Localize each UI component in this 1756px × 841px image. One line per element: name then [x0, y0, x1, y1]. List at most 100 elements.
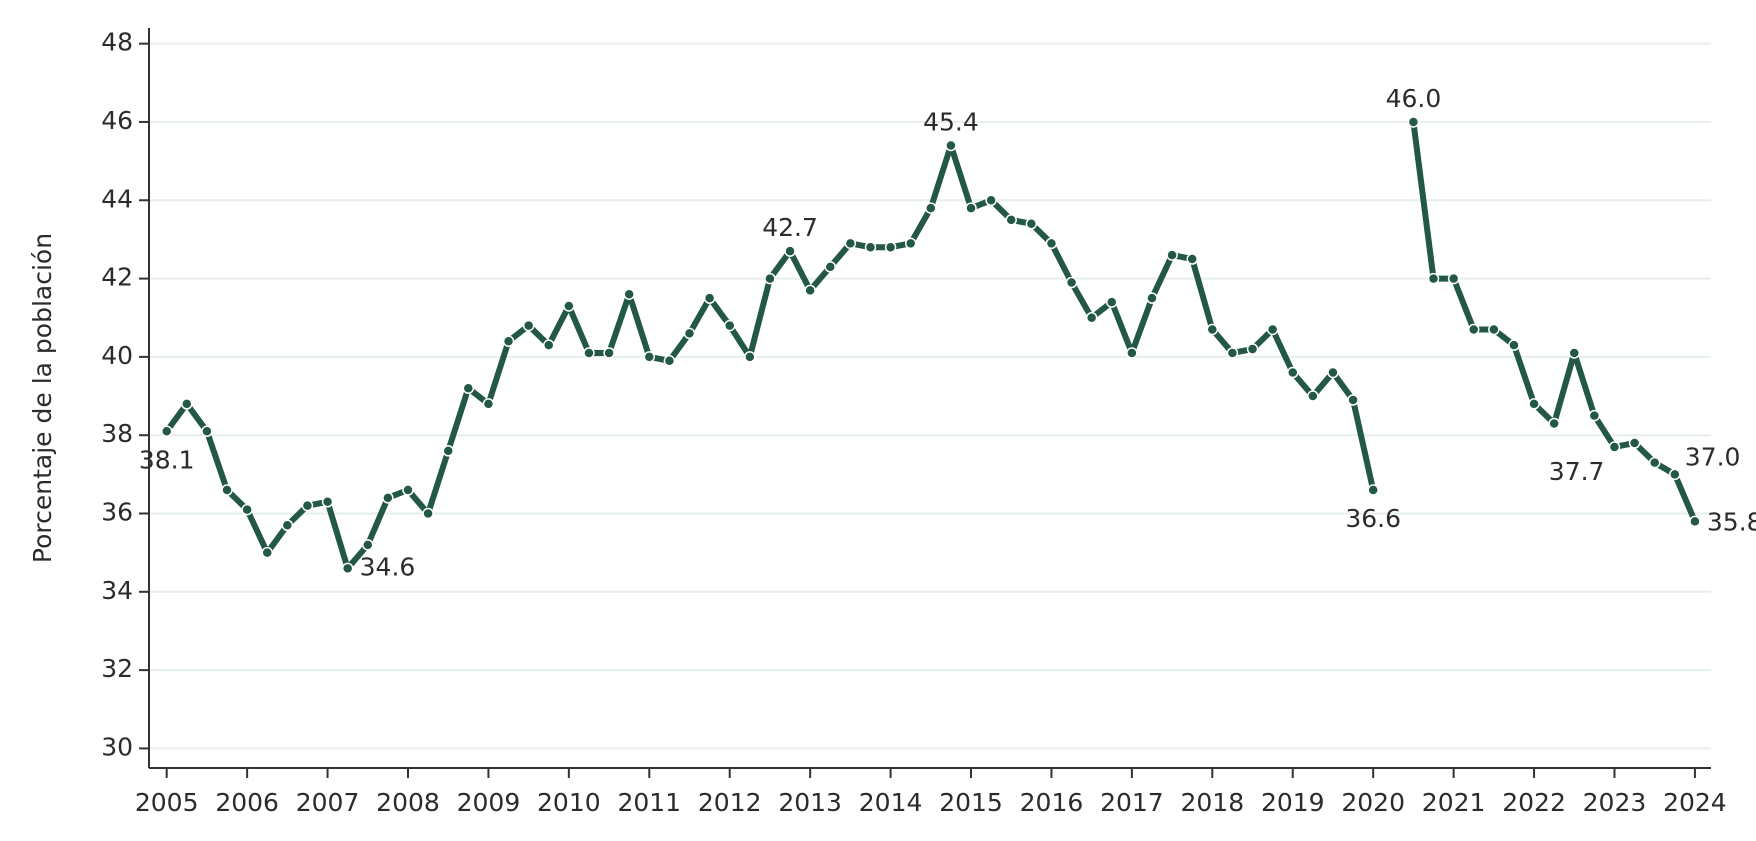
- data-point: [1347, 394, 1359, 406]
- data-point: [1045, 237, 1058, 250]
- data-point: [281, 519, 294, 531]
- data-point: [1186, 253, 1198, 265]
- data-label: 34.6: [360, 552, 416, 581]
- data-point: [1327, 366, 1339, 379]
- data-point: [764, 272, 776, 285]
- y-tick-label: 46: [101, 106, 133, 135]
- data-point: [341, 562, 354, 575]
- x-tick-label: 2012: [698, 788, 762, 817]
- data-point: [1005, 214, 1017, 226]
- data-point: [1367, 484, 1379, 496]
- data-point: [1568, 347, 1581, 359]
- data-point: [1548, 417, 1560, 430]
- data-label: 35.8: [1707, 507, 1756, 536]
- y-tick-label: 38: [101, 419, 133, 448]
- data-point: [904, 237, 917, 250]
- y-tick-label: 34: [101, 576, 133, 605]
- x-tick-label: 2015: [939, 788, 1003, 817]
- y-axis-label: Porcentaje de la población: [28, 233, 57, 563]
- data-point: [1166, 249, 1178, 261]
- x-tick-label: 2017: [1100, 788, 1164, 817]
- x-tick-label: 2021: [1422, 788, 1486, 817]
- x-tick-label: 2024: [1663, 788, 1727, 817]
- x-tick-label: 2009: [457, 788, 521, 817]
- data-point: [1628, 437, 1641, 449]
- x-tick-label: 2020: [1341, 788, 1405, 817]
- y-tick-label: 32: [101, 654, 133, 683]
- data-point: [965, 202, 977, 214]
- data-point: [623, 288, 635, 300]
- x-tick-label: 2022: [1502, 788, 1566, 817]
- data-point: [522, 319, 535, 332]
- x-tick-label: 2019: [1261, 788, 1325, 817]
- data-point: [1669, 468, 1681, 481]
- x-tick-label: 2008: [376, 788, 440, 817]
- data-point: [1528, 398, 1540, 410]
- data-point: [804, 284, 816, 297]
- data-point: [643, 351, 656, 363]
- data-point: [1025, 218, 1038, 230]
- y-tick-label: 36: [101, 498, 133, 527]
- x-tick-label: 2005: [135, 788, 199, 817]
- data-label: 37.7: [1549, 457, 1605, 486]
- x-tick-label: 2006: [215, 788, 279, 817]
- y-tick-label: 30: [101, 732, 133, 761]
- x-tick-label: 2014: [859, 788, 923, 817]
- data-point: [462, 382, 475, 394]
- data-point: [884, 241, 897, 254]
- x-tick-label: 2010: [537, 788, 601, 817]
- data-label: 42.7: [762, 213, 818, 242]
- data-point: [1246, 343, 1259, 355]
- x-tick-label: 2018: [1181, 788, 1245, 817]
- data-point: [1467, 323, 1480, 336]
- data-point: [1447, 272, 1460, 285]
- data-point: [603, 347, 615, 359]
- data-point: [1407, 116, 1420, 128]
- data-point: [1307, 390, 1319, 402]
- data-point: [1648, 456, 1661, 469]
- data-point: [160, 425, 173, 438]
- data-label: 38.1: [139, 445, 195, 474]
- y-tick-label: 40: [101, 341, 133, 370]
- x-tick-label: 2013: [778, 788, 842, 817]
- data-label: 45.4: [923, 107, 979, 136]
- data-point: [703, 292, 716, 304]
- data-point: [422, 507, 434, 520]
- data-point: [683, 327, 696, 340]
- data-point: [301, 499, 314, 512]
- data-point: [945, 139, 957, 152]
- data-point: [784, 245, 796, 257]
- data-point: [583, 347, 595, 359]
- data-point: [1065, 276, 1078, 289]
- data-point: [382, 492, 394, 504]
- data-point: [201, 425, 213, 438]
- data-point: [1608, 441, 1621, 453]
- data-point: [824, 261, 837, 273]
- series-line: [163, 118, 1698, 572]
- x-tick-label: 2007: [296, 788, 360, 817]
- data-point: [1488, 323, 1500, 336]
- data-point: [221, 484, 233, 496]
- data-point: [1206, 323, 1219, 336]
- data-point: [1126, 347, 1138, 359]
- data-point: [864, 241, 877, 254]
- data-point: [563, 300, 575, 312]
- data-point: [1085, 311, 1098, 324]
- data-point: [1226, 347, 1239, 359]
- data-point: [663, 355, 676, 367]
- data-point: [482, 398, 495, 410]
- y-tick-label: 44: [101, 184, 133, 213]
- data-point: [744, 351, 756, 363]
- data-point: [723, 319, 736, 332]
- x-tick-label: 2023: [1583, 788, 1647, 817]
- data-point: [925, 202, 937, 214]
- data-point: [844, 237, 857, 250]
- data-point: [1508, 339, 1520, 351]
- data-point: [1689, 515, 1701, 528]
- x-tick-label: 2016: [1020, 788, 1084, 817]
- data-point: [542, 339, 555, 351]
- data-point: [321, 496, 334, 508]
- y-tick-label: 48: [101, 28, 133, 57]
